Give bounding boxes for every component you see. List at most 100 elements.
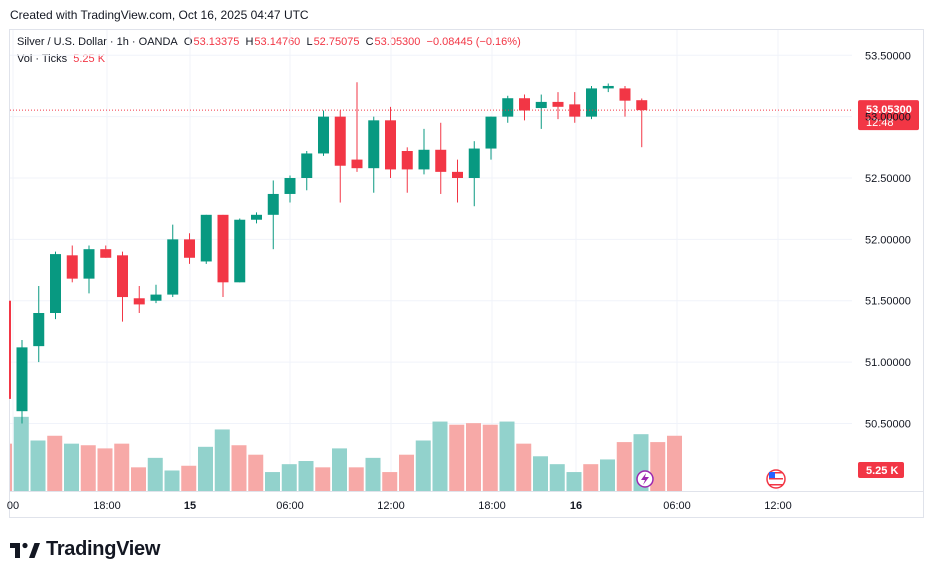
y-tick-label: 51.00000 xyxy=(865,357,911,369)
candle xyxy=(401,147,413,193)
candle xyxy=(100,245,112,258)
y-tick-label: 50.50000 xyxy=(865,418,911,430)
candle xyxy=(368,116,380,193)
candle xyxy=(452,159,463,203)
candle-body xyxy=(519,98,530,111)
x-tick-label: 00 xyxy=(7,500,19,512)
candle xyxy=(267,180,279,250)
candle-body xyxy=(385,120,396,170)
candle-body xyxy=(133,298,145,305)
x-tick-label: 06:00 xyxy=(276,500,304,512)
created-with-caption: Created with TradingView.com, Oct 16, 20… xyxy=(10,8,309,22)
candle-body xyxy=(267,193,279,215)
volume-label: Vol · Ticks xyxy=(17,53,68,65)
volume-bar xyxy=(667,435,682,491)
candle-body xyxy=(602,85,614,89)
candle-body xyxy=(552,101,564,107)
candle-body xyxy=(66,255,78,279)
volume-bar xyxy=(499,421,515,491)
candle-body xyxy=(150,294,162,301)
y-tick-label: 52.50000 xyxy=(865,173,911,185)
x-tick-label: 12:00 xyxy=(377,500,405,512)
x-tick-label: 06:00 xyxy=(663,500,691,512)
tradingview-logo-icon xyxy=(10,542,40,558)
volume-bar xyxy=(399,454,414,491)
high-label: H xyxy=(245,36,254,48)
candle-body xyxy=(418,149,430,170)
high-value: 53.14760 xyxy=(254,36,301,48)
y-tick-label: 53.50000 xyxy=(865,50,911,62)
volume-bar xyxy=(64,443,79,491)
candle xyxy=(435,122,447,194)
candle xyxy=(485,116,497,160)
volume-legend[interactable]: Vol · Ticks 5.25 K xyxy=(17,53,105,65)
x-tick-label: 18:00 xyxy=(93,500,121,512)
candle-body xyxy=(83,249,95,279)
change-value: −0.08445 (−0.16%) xyxy=(426,36,521,48)
candle xyxy=(502,95,514,123)
volume-bar xyxy=(10,443,12,491)
open-value: 53.13375 xyxy=(193,36,240,48)
x-tick-label: 18:00 xyxy=(478,500,506,512)
candle xyxy=(301,151,313,191)
y-tick-label: 51.50000 xyxy=(865,296,911,308)
candle-body xyxy=(435,149,447,172)
volume-bar xyxy=(365,457,381,491)
x-tick-label: 15 xyxy=(184,500,196,512)
y-tick-label: 52.00000 xyxy=(865,234,911,246)
volume-bar xyxy=(265,472,280,491)
candle-body xyxy=(33,313,45,347)
candle xyxy=(552,92,564,120)
candle-body xyxy=(234,219,246,283)
low-label: L xyxy=(306,36,313,48)
volume-bar xyxy=(348,467,364,491)
candle-body xyxy=(334,116,346,166)
candle xyxy=(66,245,78,283)
candle xyxy=(133,286,145,313)
tradingview-brand[interactable]: TradingView xyxy=(10,538,160,561)
candle-body xyxy=(535,101,547,109)
volume-bar xyxy=(533,456,548,491)
candle-body xyxy=(502,98,514,117)
symbol-legend[interactable]: Silver / U.S. Dollar · 1h · OANDA O53.13… xyxy=(17,36,521,48)
volume-bar xyxy=(248,454,264,491)
volume-bar xyxy=(281,464,297,491)
candle-body xyxy=(184,239,195,258)
volume-bar xyxy=(97,448,113,491)
chart-frame xyxy=(9,29,924,518)
volume-tag-value: 5.25 K xyxy=(866,465,898,477)
candle-body xyxy=(318,116,329,154)
volume-bar xyxy=(13,416,29,491)
candle xyxy=(334,110,346,203)
volume-bar xyxy=(415,440,431,491)
candle-body xyxy=(167,239,179,295)
candle xyxy=(50,251,61,320)
candle xyxy=(519,94,530,121)
candle xyxy=(619,85,631,117)
candle-body xyxy=(586,88,597,117)
close-value: 53.05300 xyxy=(374,36,421,48)
candle-body xyxy=(619,88,631,101)
candle-body xyxy=(16,347,28,412)
volume-bar xyxy=(432,421,448,491)
candle-body xyxy=(636,100,648,111)
volume-bar xyxy=(181,465,197,491)
volume-bar xyxy=(214,429,230,491)
volume-bar xyxy=(198,446,213,491)
candle-body xyxy=(100,249,112,258)
price-tag-countdown: 12:48 xyxy=(866,117,894,129)
candle-body xyxy=(217,214,229,283)
volume-bar xyxy=(566,472,582,491)
volume-tag xyxy=(858,462,904,478)
candle xyxy=(167,224,179,298)
candle-body xyxy=(117,255,128,298)
candle xyxy=(83,245,95,294)
candle-body xyxy=(50,254,61,313)
volume-bar xyxy=(449,424,465,491)
volume-bar xyxy=(131,467,146,491)
volume-bar xyxy=(47,435,63,491)
candle xyxy=(602,83,614,93)
candle xyxy=(150,284,162,304)
symbol-title: Silver / U.S. Dollar · 1h · OANDA xyxy=(17,36,178,48)
